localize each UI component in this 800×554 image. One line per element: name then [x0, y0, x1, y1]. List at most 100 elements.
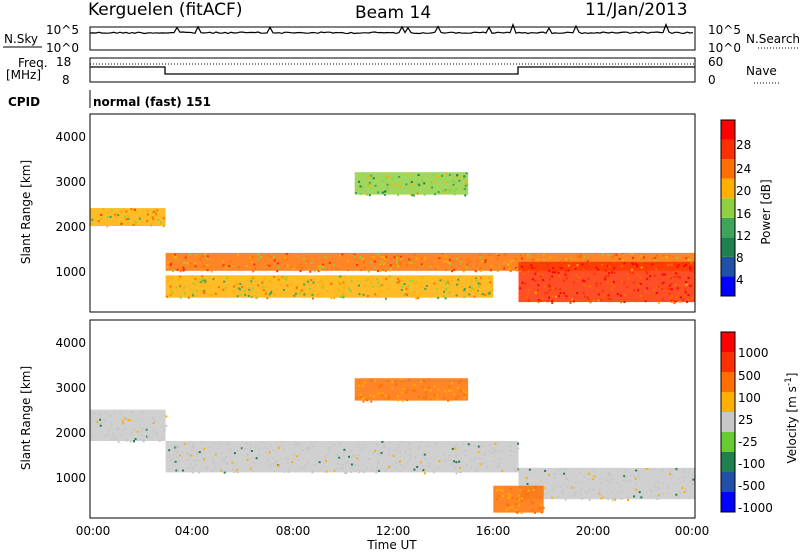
power-cell: [610, 283, 613, 285]
velocity-cell: [566, 485, 569, 488]
velocity-cell: [656, 488, 659, 491]
power-cell: [583, 284, 586, 287]
power-ytick-1000: 1000: [55, 265, 86, 279]
velocity-cell: [292, 458, 295, 461]
power-cell: [526, 293, 529, 296]
velocity-cell: [397, 395, 400, 398]
power-cell: [670, 283, 673, 285]
velocity-cell: [350, 463, 353, 466]
power-cell: [152, 218, 155, 221]
power-cell: [606, 265, 609, 268]
freq-tick-bottom: 8: [62, 73, 70, 87]
power-cell: [456, 283, 459, 286]
power-cell: [229, 260, 232, 263]
velocity-cell: [350, 449, 353, 452]
velocity-cell: [420, 461, 422, 464]
velocity-cell: [125, 438, 128, 441]
velocity-cell: [378, 469, 381, 472]
power-cell: [362, 186, 365, 188]
velocity-cell: [525, 478, 528, 481]
power-cell: [396, 254, 399, 257]
power-cell: [379, 263, 382, 266]
power-cell: [146, 220, 149, 222]
velocity-heatmap: [90, 378, 695, 515]
velocity-cell: [203, 447, 206, 450]
power-cell: [211, 294, 214, 297]
velocity-cell: [525, 476, 528, 479]
power-panel-frame: [89, 113, 696, 313]
power-cb-tick-12: 12: [736, 229, 751, 243]
velocity-cell: [176, 450, 179, 452]
power-cell: [633, 289, 636, 292]
power-cell: [612, 281, 615, 284]
power-cell: [636, 264, 639, 267]
power-cell: [418, 293, 421, 296]
power-cell: [147, 213, 149, 216]
power-cell: [488, 292, 491, 295]
velocity-cell: [333, 444, 336, 447]
velocity-cell: [277, 445, 280, 448]
power-cell: [522, 272, 525, 275]
power-cell: [400, 255, 402, 258]
power-band: [518, 261, 695, 303]
power-cell: [317, 293, 320, 296]
power-cell: [607, 254, 610, 257]
power-cell: [473, 295, 476, 298]
velocity-panel-frame: [89, 319, 696, 519]
power-cell: [640, 266, 643, 269]
velocity-cell: [616, 491, 619, 494]
velocity-cell: [422, 379, 425, 382]
power-cell: [309, 270, 312, 273]
power-cell: [333, 264, 336, 267]
velocity-ylabel: Slant Range [km]: [19, 366, 33, 470]
power-cell: [488, 291, 491, 294]
velocity-cell: [496, 498, 499, 500]
power-cell: [286, 284, 289, 287]
power-cell: [581, 263, 584, 266]
velocity-cell: [509, 487, 512, 490]
velocity-cell: [178, 445, 181, 448]
power-cell: [608, 265, 611, 268]
power-cell: [280, 276, 283, 279]
power-cell: [417, 174, 420, 176]
power-cell: [503, 261, 506, 264]
velocity-cell: [609, 471, 612, 474]
nsearch-tick-bottom: 10^0: [708, 41, 741, 55]
power-cell: [639, 294, 642, 297]
power-cell: [569, 258, 572, 261]
velocity-cell: [283, 470, 286, 473]
power-cell: [192, 292, 195, 295]
power-cell: [684, 288, 687, 291]
velocity-cell: [288, 458, 291, 461]
velocity-cell: [384, 446, 387, 449]
power-cell: [193, 283, 196, 286]
velocity-cell: [658, 494, 660, 497]
velocity-cell: [540, 503, 543, 506]
velocity-cell: [117, 440, 120, 443]
power-cell: [397, 260, 400, 262]
power-cell: [455, 187, 458, 190]
power-cell: [204, 280, 207, 283]
power-cell: [675, 272, 678, 275]
velocity-cell: [191, 471, 194, 474]
power-cell: [381, 191, 384, 194]
velocity-cell: [396, 446, 399, 449]
velocity-cell: [538, 507, 541, 510]
velocity-cell: [343, 451, 346, 454]
velocity-cell: [325, 454, 328, 457]
power-cell: [674, 296, 677, 298]
velocity-cell: [436, 397, 439, 400]
velocity-cell: [650, 490, 653, 493]
velocity-cell: [413, 389, 416, 392]
velocity-band: [518, 467, 695, 500]
power-cell: [240, 286, 243, 289]
velocity-cell: [563, 472, 566, 475]
power-cell: [382, 263, 385, 265]
power-cell: [307, 280, 310, 283]
power-cell: [384, 257, 386, 260]
velocity-cell: [255, 444, 258, 447]
power-cell: [250, 280, 253, 283]
power-cell: [680, 296, 682, 299]
power-cell: [588, 285, 590, 287]
power-cell: [582, 292, 585, 294]
